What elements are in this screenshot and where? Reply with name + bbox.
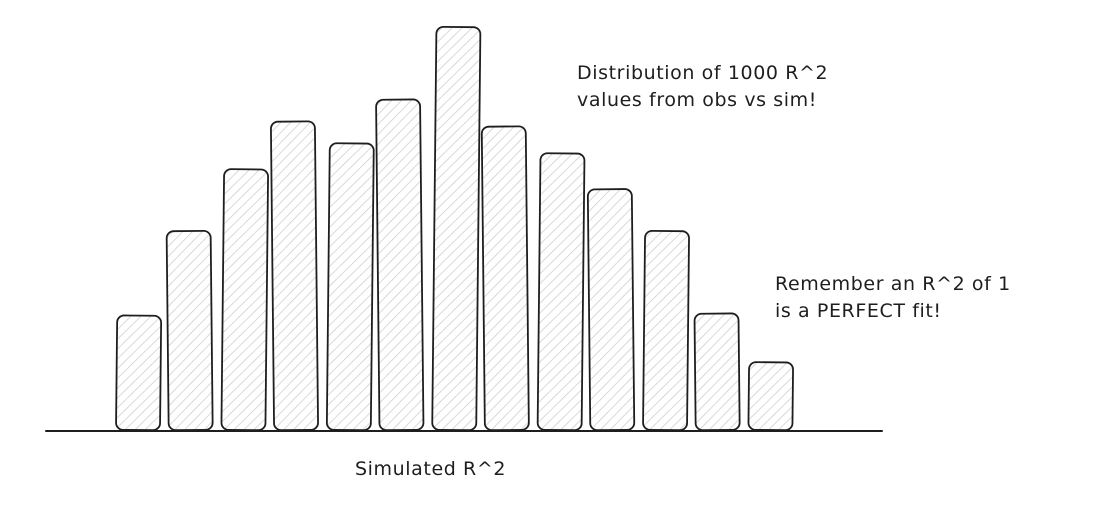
annotation-line: is a PERFECT fit! xyxy=(775,300,942,322)
histogram-bar xyxy=(220,168,269,432)
annotation-line: Remember an R^2 of 1 xyxy=(775,273,1011,295)
histogram-bar xyxy=(115,314,163,432)
histogram-bar xyxy=(431,25,482,432)
histogram-bar xyxy=(270,120,319,432)
histogram-bar xyxy=(325,142,375,432)
histogram-bar xyxy=(375,98,425,432)
histogram-bar xyxy=(693,312,741,432)
bars-group xyxy=(115,25,794,432)
annotation-distribution: Distribution of 1000 R^2 values from obs… xyxy=(577,60,828,114)
annotation-line: values from obs vs sim! xyxy=(577,89,817,111)
histogram-bar xyxy=(536,152,586,432)
histogram-bar xyxy=(165,229,214,432)
histogram-bar xyxy=(747,361,794,432)
annotation-line: Distribution of 1000 R^2 xyxy=(577,62,829,84)
x-axis-label: Simulated R^2 xyxy=(355,458,507,480)
histogram-bar xyxy=(642,229,690,432)
histogram-bar xyxy=(480,125,530,432)
histogram-bar xyxy=(586,188,636,432)
annotation-perfect-fit: Remember an R^2 of 1 is a PERFECT fit! xyxy=(775,271,1011,325)
